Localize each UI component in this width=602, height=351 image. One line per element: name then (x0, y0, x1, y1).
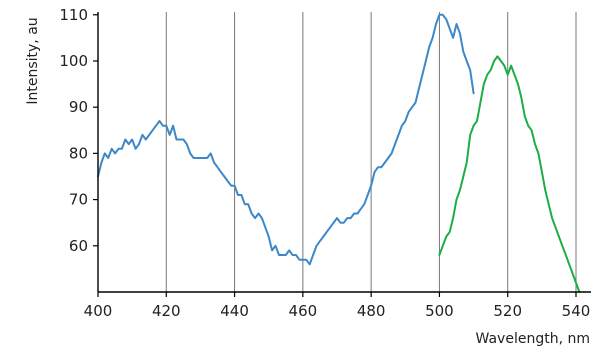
x-tick-label: 420 (152, 302, 181, 320)
series-line-2 (438, 55, 581, 293)
x-tick-label: 440 (220, 302, 249, 320)
ticks (93, 14, 577, 297)
x-tick-label: 540 (562, 302, 591, 320)
x-tick-label: 520 (493, 302, 522, 320)
grid-lines (165, 12, 577, 292)
x-tick-label: 400 (84, 302, 113, 320)
y-tick-label: 80 (69, 144, 88, 162)
x-tick-label: 480 (357, 302, 386, 320)
series-lines (97, 13, 581, 293)
y-tick-label: 60 (69, 237, 88, 255)
x-tick-label: 500 (425, 302, 454, 320)
series-line-1 (97, 13, 475, 266)
y-tick-label: 90 (69, 98, 88, 116)
y-tick-label: 110 (59, 6, 88, 24)
x-tick-label: 460 (289, 302, 318, 320)
y-tick-label: 100 (59, 52, 88, 70)
axes (97, 12, 591, 293)
y-axis-title: Intensity, au (25, 17, 41, 104)
y-tick-label: 70 (69, 191, 88, 209)
tick-labels: 400 420 440 460 480 500 520 540 60 70 80 90 100 110 (59, 6, 590, 320)
x-axis-title: Wavelength, nm (476, 331, 590, 347)
